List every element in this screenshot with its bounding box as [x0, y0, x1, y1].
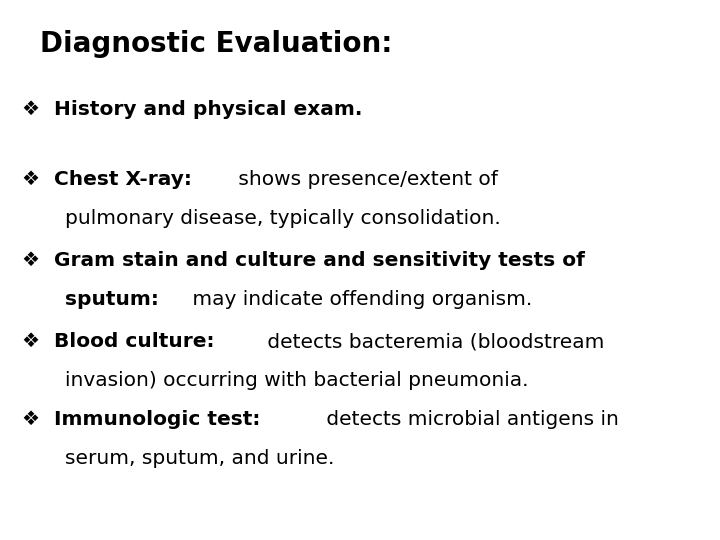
Text: sputum:: sputum:	[65, 290, 158, 309]
Text: Diagnostic Evaluation:: Diagnostic Evaluation:	[40, 30, 392, 58]
Text: invasion) occurring with bacterial pneumonia.: invasion) occurring with bacterial pneum…	[65, 371, 528, 390]
Text: Gram stain and culture and sensitivity tests of: Gram stain and culture and sensitivity t…	[54, 251, 585, 270]
Text: ❖: ❖	[22, 100, 40, 119]
Text: pulmonary disease, typically consolidation.: pulmonary disease, typically consolidati…	[65, 209, 500, 228]
Text: may indicate offending organism.: may indicate offending organism.	[186, 290, 532, 309]
Text: ❖: ❖	[22, 410, 40, 429]
Text: shows presence/extent of: shows presence/extent of	[232, 170, 498, 189]
Text: detects bacteremia (bloodstream: detects bacteremia (bloodstream	[261, 332, 605, 351]
Text: ❖: ❖	[22, 251, 40, 270]
Text: detects microbial antigens in: detects microbial antigens in	[320, 410, 619, 429]
Text: Chest X-ray:: Chest X-ray:	[54, 170, 192, 189]
Text: serum, sputum, and urine.: serum, sputum, and urine.	[65, 449, 334, 468]
Text: Blood culture:: Blood culture:	[54, 332, 215, 351]
Text: Immunologic test:: Immunologic test:	[54, 410, 261, 429]
Text: History and physical exam.: History and physical exam.	[54, 100, 362, 119]
Text: ❖: ❖	[22, 170, 40, 189]
Text: ❖: ❖	[22, 332, 40, 351]
